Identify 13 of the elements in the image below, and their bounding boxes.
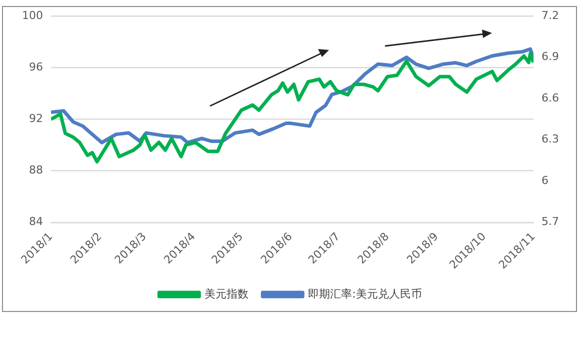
- y-tick-label: 84: [28, 215, 43, 228]
- y2-tick-label: 6.3: [542, 132, 560, 146]
- y-tick-label: 92: [28, 112, 43, 126]
- legend-label: 美元指数: [204, 287, 249, 300]
- y2-tick-label: 6.6: [542, 91, 560, 104]
- y-tick-label: 88: [28, 164, 43, 177]
- y2-tick-label: 6.9: [542, 50, 560, 64]
- y2-tick-label: 6: [542, 174, 549, 187]
- y2-tick-label: 7.2: [542, 8, 560, 22]
- legend-label: 即期汇率:美元兑人民币: [308, 287, 422, 300]
- y2-tick-label: 5.7: [542, 215, 560, 228]
- y-tick-label: 100: [22, 8, 43, 22]
- y-tick-label: 96: [28, 60, 43, 74]
